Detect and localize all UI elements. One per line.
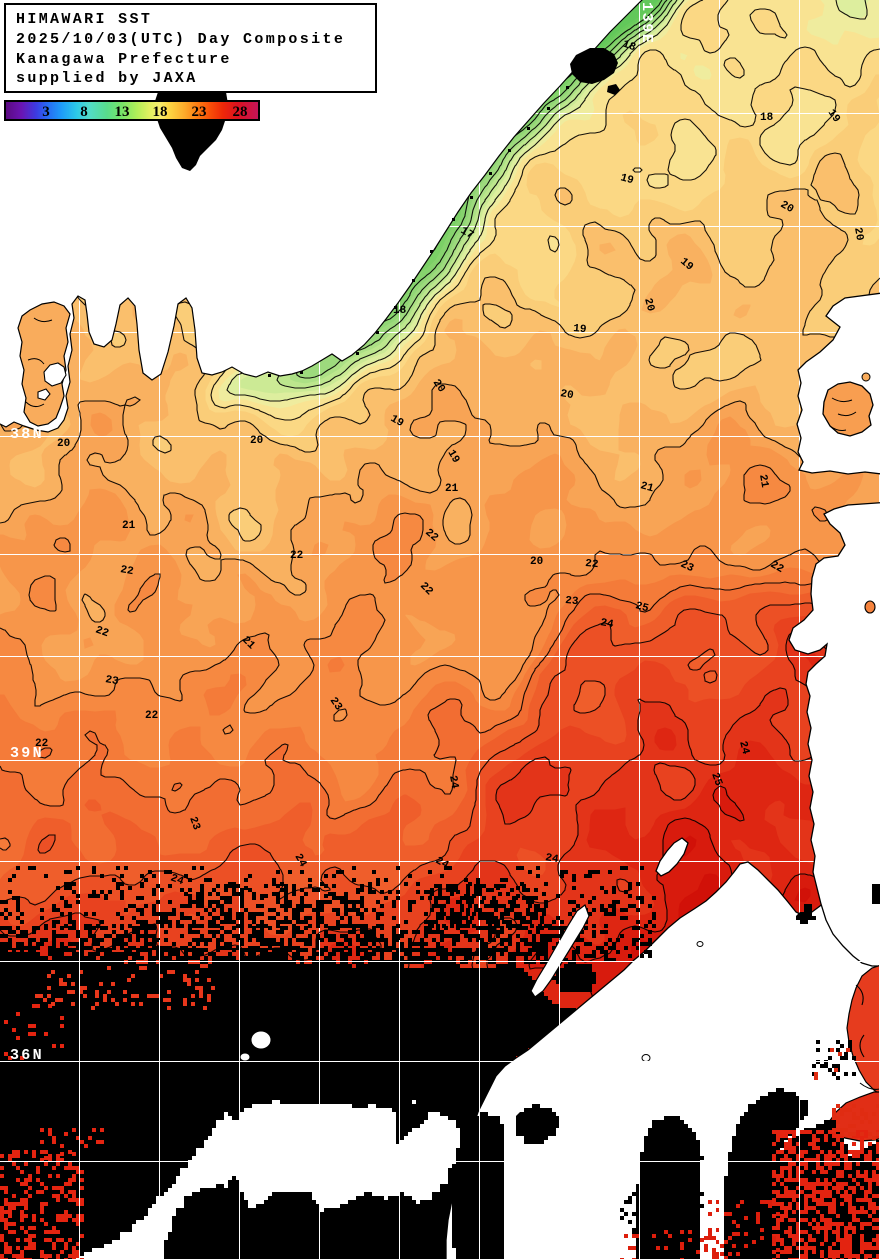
svg-text:22: 22 <box>145 710 158 722</box>
svg-text:21: 21 <box>122 520 136 532</box>
svg-text:13: 13 <box>115 104 130 120</box>
svg-text:3: 3 <box>42 104 50 120</box>
svg-text:22: 22 <box>35 738 48 750</box>
svg-text:22: 22 <box>768 559 785 576</box>
svg-text:Kanagawa Prefecture: Kanagawa Prefecture <box>16 51 232 68</box>
svg-text:19: 19 <box>445 448 462 465</box>
svg-text:24: 24 <box>544 852 559 866</box>
svg-text:18: 18 <box>621 38 638 54</box>
svg-text:20: 20 <box>250 435 263 447</box>
svg-text:20: 20 <box>641 297 656 313</box>
svg-text:36N: 36N <box>10 1047 44 1064</box>
svg-text:8: 8 <box>80 104 88 120</box>
svg-text:21: 21 <box>639 480 655 495</box>
svg-text:22: 22 <box>94 624 111 640</box>
svg-text:20: 20 <box>778 199 795 216</box>
svg-text:17: 17 <box>458 225 475 242</box>
svg-text:20: 20 <box>851 227 865 242</box>
svg-text:23: 23 <box>565 595 580 608</box>
svg-text:23: 23 <box>678 559 695 576</box>
svg-text:19: 19 <box>573 323 587 336</box>
svg-text:22: 22 <box>119 564 134 578</box>
svg-text:23: 23 <box>104 674 119 688</box>
svg-text:21: 21 <box>756 474 770 489</box>
svg-text:20: 20 <box>530 556 543 568</box>
svg-text:2025/10/03(UTC) Day Composite: 2025/10/03(UTC) Day Composite <box>16 31 345 48</box>
svg-text:18: 18 <box>153 104 168 120</box>
svg-text:24: 24 <box>599 617 614 631</box>
svg-text:HIMAWARI SST: HIMAWARI SST <box>16 11 152 28</box>
svg-text:25: 25 <box>708 771 724 788</box>
svg-text:19: 19 <box>619 172 635 187</box>
svg-text:22: 22 <box>290 550 303 562</box>
svg-text:24: 24 <box>446 775 460 790</box>
svg-text:22: 22 <box>585 558 599 571</box>
svg-text:24: 24 <box>292 852 309 870</box>
svg-text:19: 19 <box>388 413 405 430</box>
svg-text:supplied by JAXA: supplied by JAXA <box>16 70 198 87</box>
svg-text:38N: 38N <box>10 426 44 443</box>
svg-text:21: 21 <box>445 483 459 495</box>
svg-text:18: 18 <box>760 112 774 124</box>
svg-text:25: 25 <box>634 600 650 615</box>
svg-text:23: 23 <box>186 815 202 832</box>
svg-text:20: 20 <box>559 388 574 402</box>
svg-text:20: 20 <box>57 438 70 450</box>
svg-text:28: 28 <box>233 104 248 120</box>
svg-text:24: 24 <box>169 872 186 888</box>
svg-text:39N: 39N <box>10 745 44 762</box>
svg-text:24: 24 <box>736 740 751 756</box>
svg-text:139E: 139E <box>638 2 655 44</box>
svg-text:23: 23 <box>192 104 207 120</box>
